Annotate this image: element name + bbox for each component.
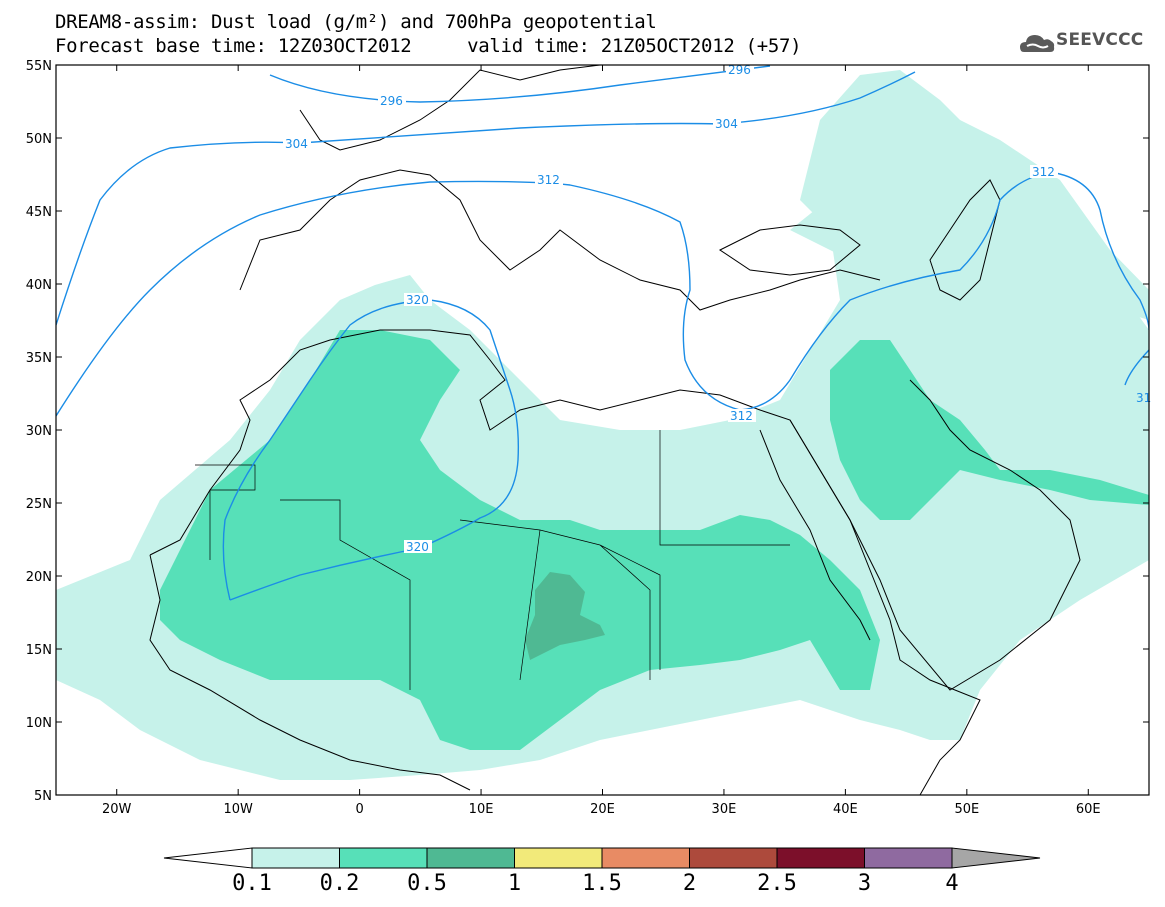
lat-label: 5N <box>34 789 52 804</box>
dust-field-mid <box>160 330 880 750</box>
lat-label: 15N <box>26 643 52 658</box>
lon-label: 50E <box>954 802 979 817</box>
map-axes: 55N 50N 45N 40N 35N 30N 25N 20N 15N 10N 5N 20W 10W 0 1… <box>26 59 1149 817</box>
contour-label: 296 <box>380 94 403 108</box>
colorbar-label: 3 <box>858 871 871 896</box>
contour-296 <box>269 65 771 103</box>
contour-label: 312 <box>730 409 753 423</box>
forecast-time-subtitle: Forecast base time: 12Z03OCT2012 valid t… <box>55 35 802 57</box>
lon-label: 20E <box>590 802 615 817</box>
lat-label: 50N <box>26 132 52 147</box>
europe-coast <box>239 169 881 311</box>
dust-field-mid-arabia <box>830 340 1149 520</box>
lat-label: 20N <box>26 570 52 585</box>
lat-label: 10N <box>26 716 52 731</box>
colorbar-label: 2 <box>683 871 696 896</box>
lon-label: 60E <box>1076 802 1101 817</box>
colorbar-over-arrow <box>951 847 1041 869</box>
colorbar-under-arrow <box>163 847 253 869</box>
contour-label: 304 <box>285 137 308 151</box>
dust-field-high <box>525 572 605 660</box>
country-borders <box>195 430 790 690</box>
contour-label: 312 <box>1032 165 1055 179</box>
dust-field-low-north <box>790 110 1149 320</box>
lat-label: 25N <box>26 497 52 512</box>
contour-label: 304 <box>715 117 738 131</box>
colorbar-swatch <box>864 847 953 869</box>
colorbar-label: 2.5 <box>757 871 797 896</box>
lon-label: 0 <box>355 802 363 817</box>
colorbar-swatch <box>601 847 690 869</box>
lat-label: 55N <box>26 59 52 74</box>
europe-north-coast <box>299 65 601 151</box>
contour-304 <box>56 71 916 326</box>
cloud-icon <box>1020 35 1055 52</box>
contour-label: 296 <box>728 63 751 77</box>
colorbar-swatch <box>776 847 865 869</box>
map-title: DREAM8-assim: Dust load (g/m²) and 700hP… <box>55 11 657 33</box>
lat-label: 45N <box>26 205 52 220</box>
colorbar: 0.1 0.2 0.5 1 1.5 2 2.5 3 4 <box>163 847 1041 896</box>
west-africa-coast <box>149 554 471 791</box>
red-sea-coast <box>759 429 871 641</box>
dust-shading <box>56 70 1149 780</box>
contour-label: 320 <box>406 293 429 307</box>
colorbar-swatch <box>251 847 340 869</box>
colorbar-label: 0.5 <box>407 871 447 896</box>
lon-label: 10E <box>469 802 494 817</box>
lat-label: 35N <box>26 351 52 366</box>
lon-label: 10W <box>223 802 253 817</box>
lat-label: 30N <box>26 424 52 439</box>
black-sea-coast <box>719 224 861 276</box>
colorbar-swatch <box>689 847 778 869</box>
colorbar-swatch <box>426 847 515 869</box>
colorbar-swatch <box>514 847 603 869</box>
colorbar-label: 4 <box>945 871 958 896</box>
contour-label: 31 <box>1136 391 1151 405</box>
caspian-coast <box>929 179 1001 301</box>
logo-text: SEEVCCC <box>1056 30 1144 50</box>
colorbar-swatch <box>339 847 428 869</box>
lon-label: 20W <box>102 802 132 817</box>
lat-label: 40N <box>26 278 52 293</box>
contour-31 <box>1124 349 1149 386</box>
colorbar-label: 0.1 <box>232 871 272 896</box>
colorbar-label: 0.2 <box>320 871 360 896</box>
coastlines <box>149 65 1081 795</box>
lon-label: 30E <box>712 802 737 817</box>
colorbar-label: 1 <box>508 871 521 896</box>
contour-labels: 296 296 304 304 312 312 312 320 320 31 <box>283 63 1151 554</box>
arabia-coast <box>789 379 1081 691</box>
africa-coastline <box>149 329 981 795</box>
lon-label: 40E <box>833 802 858 817</box>
contour-label: 320 <box>406 540 429 554</box>
colorbar-label: 1.5 <box>582 871 622 896</box>
contour-label: 312 <box>537 173 560 187</box>
